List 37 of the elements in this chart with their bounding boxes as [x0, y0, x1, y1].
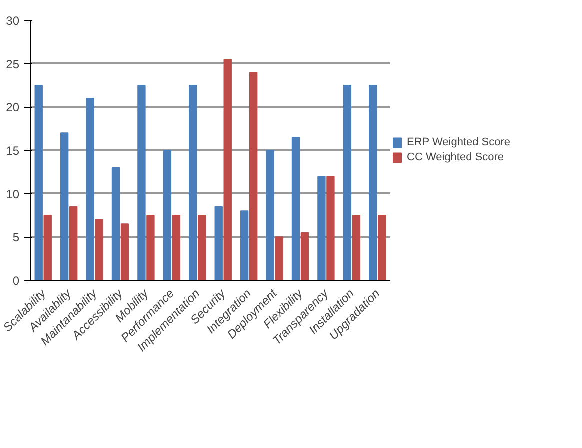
y-tick-label: 25 [6, 57, 20, 72]
bar [378, 215, 386, 280]
bar [112, 167, 120, 280]
bar [172, 215, 181, 280]
bar [275, 236, 284, 280]
legend-label: ERP Weighted Score [407, 136, 511, 148]
y-tick-label: 20 [6, 100, 20, 115]
bar [214, 206, 223, 280]
bar [34, 85, 43, 280]
bar [369, 85, 378, 280]
bar [343, 85, 352, 280]
bar [266, 150, 274, 280]
bar [249, 72, 258, 280]
bar [60, 132, 69, 280]
y-tick-label: 15 [6, 144, 20, 158]
bar [240, 210, 249, 280]
bar [146, 215, 155, 280]
bar [86, 98, 94, 280]
bar [120, 224, 130, 280]
bar [352, 215, 361, 280]
bar [224, 59, 232, 280]
bar [292, 137, 300, 280]
y-tick-label: 30 [6, 14, 20, 28]
bar [95, 219, 104, 280]
y-tick-label: 0 [12, 274, 20, 288]
bar [318, 176, 326, 280]
legend-label: CC Weighted Score [407, 152, 504, 164]
bar [198, 215, 206, 280]
bar [69, 206, 78, 280]
bar [138, 85, 146, 280]
bar [189, 85, 198, 280]
bar [163, 150, 172, 280]
y-tick-label: 5 [12, 230, 20, 245]
bar [300, 232, 310, 280]
bar [326, 176, 335, 280]
y-tick-label: 10 [6, 187, 20, 202]
bar [44, 215, 52, 280]
